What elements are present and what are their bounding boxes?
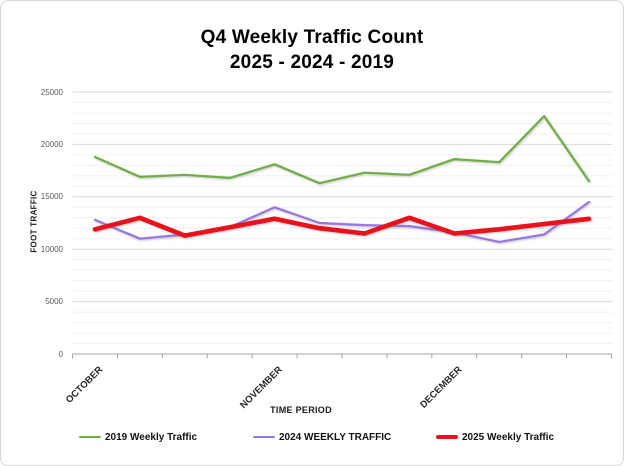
series-line-2024 [93,200,591,243]
y-tick-label: 5000 [45,297,63,307]
y-tick-label: 10000 [40,244,63,254]
legend-item-2019: 2019 Weekly Traffic [79,430,197,444]
series-line-2025 [92,215,592,238]
chart-title-line2: 2025 - 2024 - 2019 [229,52,395,74]
x-month-label-november: NOVEMBER [238,364,285,411]
x-axis-ticks [72,354,612,359]
y-tick-label: 25000 [40,87,63,97]
y-tick-label: 0 [58,349,63,359]
legend-line-swatch-2024 [253,435,275,439]
series-line-2019 [93,114,591,185]
legend: 2019 Weekly Traffic 2024 WEEKLY TRAFFIC … [1,430,623,446]
legend-item-2024: 2024 WEEKLY TRAFFIC [253,430,391,444]
legend-line-swatch-2025 [436,434,458,440]
major-gridlines [72,91,612,303]
legend-item-2025: 2025 Weekly Traffic [436,430,554,444]
x-month-label-october: OCTOBER [64,364,105,405]
legend-line-swatch-2019 [79,435,101,439]
legend-label-2019: 2019 Weekly Traffic [105,431,198,443]
y-tick-label: 15000 [40,192,63,202]
legend-label-2024: 2024 WEEKLY TRAFFIC [279,431,392,443]
y-tick-label: 20000 [40,139,63,149]
chart-title-line1: Q4 Weekly Traffic Count [200,27,424,48]
y-axis-title: FOOT TRAFFIC [29,190,39,253]
legend-label-2025: 2025 Weekly Traffic [462,431,555,443]
x-axis-title: TIME PERIOD [270,405,332,415]
x-month-label-december: DECEMBER [418,364,464,410]
chart-title: Q4 Weekly Traffic Count 2025 - 2024 - 20… [1,25,623,75]
